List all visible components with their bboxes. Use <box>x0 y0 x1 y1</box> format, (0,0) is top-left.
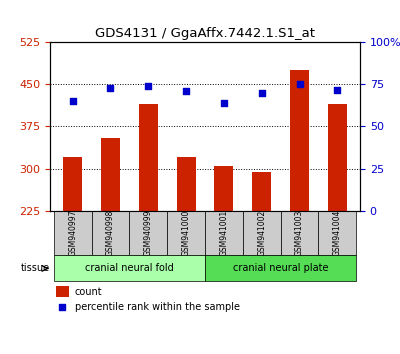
Bar <box>177 157 196 211</box>
Text: GSM941004: GSM941004 <box>333 210 342 256</box>
Text: GSM940997: GSM940997 <box>68 210 77 256</box>
FancyBboxPatch shape <box>243 211 281 255</box>
Text: cranial neural plate: cranial neural plate <box>233 263 328 273</box>
Text: GSM941001: GSM941001 <box>220 210 228 256</box>
Title: GDS4131 / GgaAffx.7442.1.S1_at: GDS4131 / GgaAffx.7442.1.S1_at <box>95 27 315 40</box>
Bar <box>139 104 158 211</box>
Bar <box>328 104 347 211</box>
Bar <box>290 70 309 211</box>
Point <box>258 90 265 96</box>
Bar <box>101 138 120 211</box>
Text: GSM941002: GSM941002 <box>257 210 266 256</box>
Text: count: count <box>75 286 102 297</box>
Point <box>183 88 189 94</box>
Text: GSM940998: GSM940998 <box>106 210 115 256</box>
Point <box>107 85 114 91</box>
Bar <box>56 286 69 297</box>
Text: cranial neural fold: cranial neural fold <box>85 263 174 273</box>
Text: GSM940999: GSM940999 <box>144 210 153 256</box>
Point <box>145 83 152 89</box>
FancyBboxPatch shape <box>281 211 318 255</box>
Point <box>296 82 303 87</box>
FancyBboxPatch shape <box>54 255 205 281</box>
Point <box>70 98 76 104</box>
Point <box>221 100 227 106</box>
FancyBboxPatch shape <box>205 211 243 255</box>
Point <box>334 87 340 92</box>
Text: percentile rank within the sample: percentile rank within the sample <box>75 302 240 312</box>
FancyBboxPatch shape <box>54 211 92 255</box>
Bar <box>252 172 271 211</box>
FancyBboxPatch shape <box>129 211 167 255</box>
Text: GSM941003: GSM941003 <box>295 210 304 256</box>
Text: tissue: tissue <box>21 263 50 273</box>
FancyBboxPatch shape <box>92 211 129 255</box>
Text: GSM941000: GSM941000 <box>182 210 190 256</box>
Bar <box>214 166 233 211</box>
FancyBboxPatch shape <box>318 211 356 255</box>
FancyBboxPatch shape <box>167 211 205 255</box>
Point <box>59 304 66 309</box>
FancyBboxPatch shape <box>205 255 356 281</box>
Bar <box>63 157 82 211</box>
